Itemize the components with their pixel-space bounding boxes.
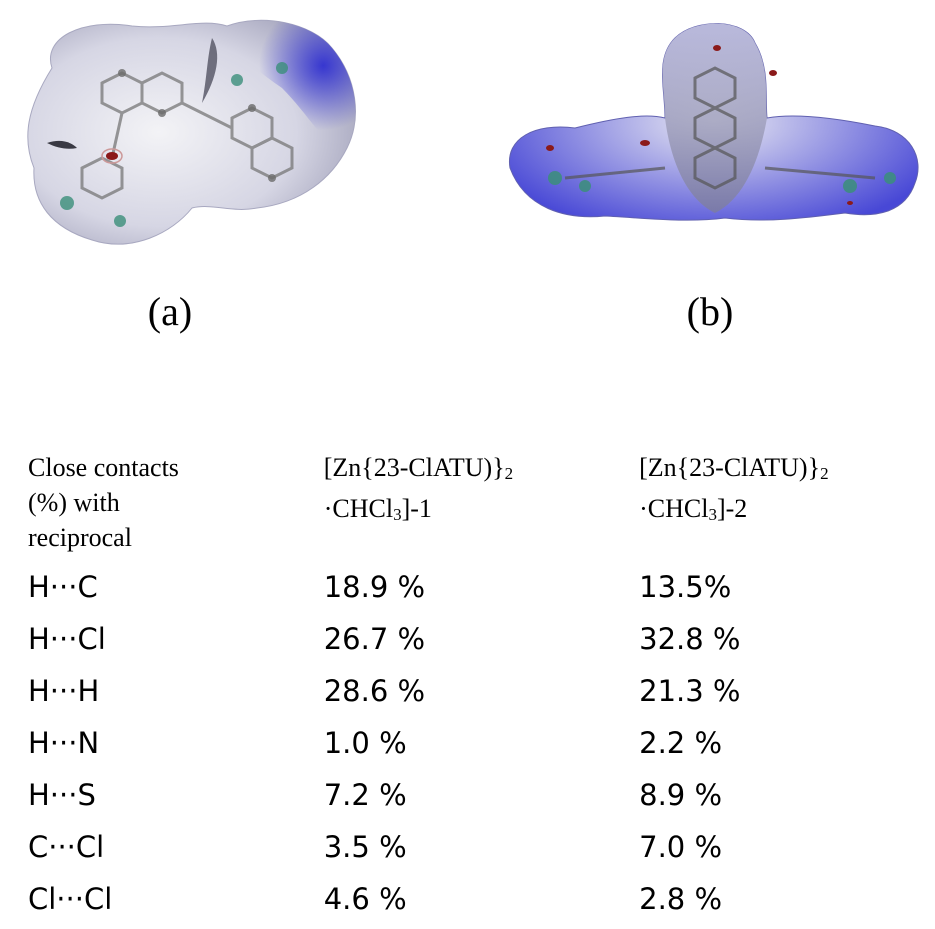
subscript: 2: [504, 464, 514, 483]
contact-type: H···N: [28, 726, 100, 760]
formula-text: [Zn{23-ClATU)}: [323, 453, 505, 482]
value-compound-2: 32.8 %: [639, 622, 741, 656]
value-compound-2: 21.3 %: [639, 674, 741, 708]
figure-caption-a: (a): [147, 289, 193, 334]
table-row: H···Cl 26.7 % 32.8 %: [28, 613, 935, 665]
value-compound-1: 26.7 %: [323, 622, 426, 656]
formula-text: ]-2: [716, 494, 748, 523]
hirshfeld-surface-b-image: [508, 23, 919, 221]
formula-text: [Zn{23-ClATU)}: [639, 453, 821, 482]
header-compound-2: [Zn{23-ClATU)}2 ·CHCl3]-2: [639, 450, 935, 561]
header-label-line: (%) with: [28, 488, 120, 517]
value-compound-2: 2.2 %: [639, 726, 723, 760]
header-compound-1-line: [Zn{23-ClATU)}2: [324, 450, 639, 491]
value-compound-1: 7.2 %: [323, 778, 407, 812]
contact-type: H···S: [28, 778, 96, 812]
value-compound-1: 28.6 %: [323, 674, 426, 708]
value-compound-2: 8.9 %: [639, 778, 723, 812]
formula-text: ]-1: [401, 494, 432, 523]
value-compound-1: 1.0 %: [323, 726, 407, 760]
close-contacts-table: Close contacts (%) with reciprocal [Zn{2…: [28, 450, 935, 925]
header-compound-2-line: ·CHCl3]-2: [639, 491, 935, 532]
figure-caption-b: (b): [686, 289, 734, 334]
hirshfeld-surface-b: [505, 18, 925, 238]
value-compound-2: 13.5%: [639, 570, 732, 604]
value-compound-1: 3.5 %: [323, 830, 407, 864]
contact-type: Cl···Cl: [28, 882, 113, 916]
header-label-line: reciprocal: [28, 523, 132, 552]
table-row: Cl···Cl 4.6 % 2.8 %: [28, 873, 935, 925]
contact-type: H···C: [28, 570, 98, 604]
formula-text: ·CHCl: [639, 494, 709, 523]
subscript: 3: [708, 505, 717, 524]
header-compound-1: [Zn{23-ClATU)}2 ·CHCl3]-1: [324, 450, 639, 561]
table-row: H···H 28.6 % 21.3 %: [28, 665, 935, 717]
header-compound-2-line: [Zn{23-ClATU)}2: [639, 450, 935, 491]
table-row: H···C 18.9 % 13.5%: [28, 561, 935, 613]
header-compound-1-line: ·CHCl3]-1: [324, 491, 639, 532]
table-row: H···S 7.2 % 8.9 %: [28, 769, 935, 821]
subscript: 2: [820, 464, 829, 483]
subscript: 3: [393, 505, 402, 524]
value-compound-2: 7.0 %: [639, 830, 723, 864]
hirshfeld-surface-a: [12, 8, 362, 258]
header-label-line: Close contacts: [28, 453, 179, 482]
table-row: H···N 1.0 % 2.2 %: [28, 717, 935, 769]
table-header-row: Close contacts (%) with reciprocal [Zn{2…: [28, 450, 935, 561]
hirshfeld-surface-a-image: [27, 19, 356, 245]
value-compound-1: 18.9 %: [323, 570, 426, 604]
table-row: C···Cl 3.5 % 7.0 %: [28, 821, 935, 873]
header-close-contacts: Close contacts (%) with reciprocal: [28, 450, 324, 561]
formula-text: ·CHCl: [323, 494, 394, 523]
contact-type: H···H: [28, 674, 100, 708]
contact-type: H···Cl: [28, 622, 106, 656]
value-compound-1: 4.6 %: [323, 882, 407, 916]
value-compound-2: 2.8 %: [639, 882, 723, 916]
contact-type: C···Cl: [28, 830, 105, 864]
